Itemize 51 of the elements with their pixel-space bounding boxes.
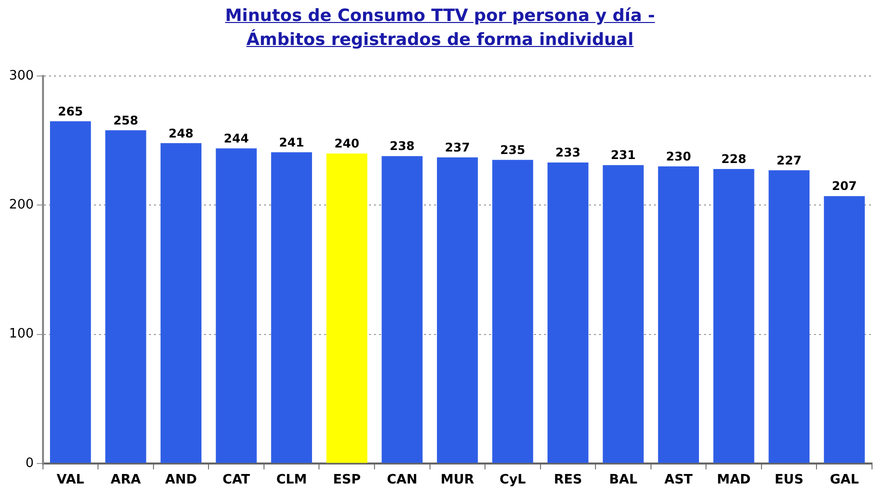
data-label: 207 [832,179,857,194]
x-tick-label: ESP [332,472,361,488]
data-label: 240 [334,136,360,151]
bar [658,166,699,463]
data-label: 238 [390,139,415,154]
data-label: 265 [58,104,83,118]
x-tick-label: CAT [222,472,250,488]
x-tick-label: RES [554,472,582,488]
bar [160,143,202,463]
chart-subtitle: Ámbitos registrados de forma individual [245,28,635,52]
bar [492,160,534,463]
bar [824,196,865,463]
bar [105,130,146,463]
y-tick-label: 300 [8,68,34,84]
bar [50,121,91,463]
x-tick-label: ARA [110,472,141,488]
data-label: 248 [168,126,194,140]
data-label: 233 [555,146,580,160]
x-tick-label: GAL [830,472,859,488]
bar [602,165,644,463]
data-label: 230 [666,150,692,164]
x-tick-label: VAL [56,472,84,488]
bar [436,157,478,463]
x-tick-label: BAL [609,472,638,488]
bar [216,148,257,463]
data-label: 258 [113,113,138,128]
y-tick-label: 100 [8,326,34,342]
bar [271,152,312,463]
bar [382,156,423,463]
data-label: 237 [444,140,470,154]
x-tick-label: AST [664,472,693,488]
x-tick-label: AND [165,472,198,488]
data-label: 235 [500,143,526,158]
y-tick-label: 200 [8,198,34,213]
x-tick-label: CyL [500,472,526,488]
data-label: 241 [279,135,304,150]
bar [713,168,754,463]
data-label: 244 [224,131,249,146]
x-tick-label: CAN [386,472,418,488]
x-tick-label: CLM [276,472,307,488]
bar [768,170,810,463]
chart-title: Minutos de Consumo TTV por persona y día - [224,5,656,28]
x-tick-label: MAD [716,472,751,488]
bar [548,162,588,463]
x-tick-label: MUR [440,472,474,488]
bar [326,153,368,463]
x-tick-label: EUS [774,472,804,488]
data-label: 231 [610,148,636,162]
data-label: 227 [776,153,802,168]
data-label: 228 [721,152,746,166]
y-tick-label: 0 [26,456,34,471]
